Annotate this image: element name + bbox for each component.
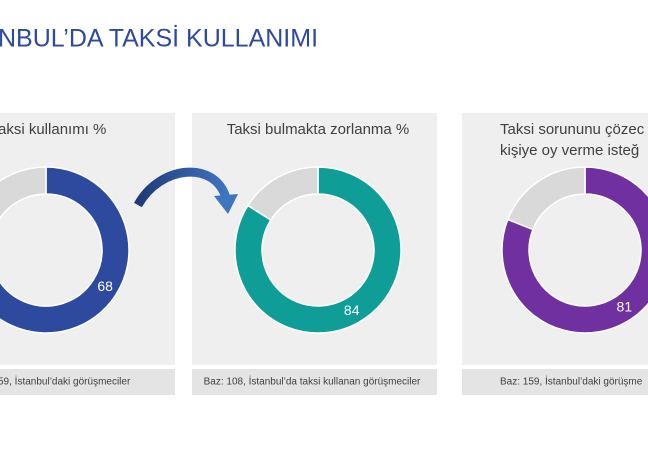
data-label: 81 [617,299,633,315]
donut-segment [0,166,130,334]
base-note: Baz: 159, İstanbul’daki görüşme [500,375,643,388]
chart-title: Taksi bulmakta zorlanma % [227,121,410,138]
base-box [192,369,437,395]
base-note: 59, İstanbul’daki görüşmeciler [0,375,131,388]
arrow [134,167,231,208]
donut-segment [234,166,402,334]
chart-title: Taksi sorununu çözec [500,121,645,138]
arrow-head [214,194,238,214]
donut-segment [0,166,47,220]
chart-title: kişiye oy verme isteğ [500,142,639,159]
base-box [462,369,648,395]
slide-title: NBUL’DA TAKSİ KULLANIMI [0,24,318,53]
donut-segment [506,166,586,231]
donut-segment [501,166,648,334]
data-label: 84 [344,302,360,318]
data-label: 68 [97,278,113,294]
base-note: Baz: 108, İstanbul’da taksi kullanan gör… [204,375,421,388]
chart-title: aksi kullanımı % [0,121,106,138]
donut-segment [246,166,319,222]
base-box [0,369,175,395]
